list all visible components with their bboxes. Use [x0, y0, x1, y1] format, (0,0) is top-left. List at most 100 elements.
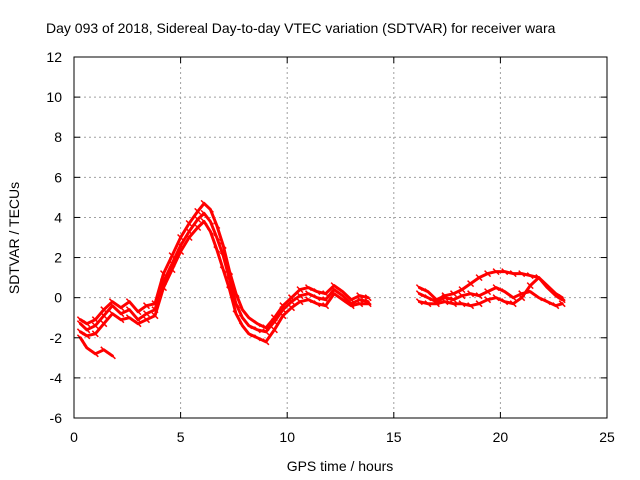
data-point: [125, 298, 133, 306]
data-point: [200, 209, 208, 217]
data-point: [159, 270, 168, 278]
data-point: [526, 282, 534, 290]
data-point: [185, 219, 193, 228]
data-point: [206, 217, 214, 226]
data-point: [134, 308, 142, 316]
data-point: [492, 294, 500, 302]
data-point: [232, 290, 240, 298]
data-point: [206, 227, 214, 236]
x-tick-label: 25: [599, 429, 615, 445]
series-trace-2: [76, 199, 372, 332]
data-point: [91, 330, 99, 338]
data-point: [194, 223, 202, 232]
y-tick-label: 10: [46, 89, 62, 105]
data-point: [142, 310, 151, 318]
data-point: [108, 310, 116, 318]
data-point: [100, 346, 108, 354]
data-point: [458, 286, 466, 294]
data-point: [168, 252, 176, 260]
data-point: [313, 288, 321, 296]
data-point: [270, 326, 278, 334]
data-point: [91, 316, 99, 324]
data-point: [177, 233, 185, 242]
data-point: [226, 286, 234, 294]
data-point: [219, 266, 227, 274]
data-point: [262, 324, 270, 332]
data-point: [108, 352, 116, 360]
data-point: [339, 296, 347, 304]
data-point: [501, 268, 509, 276]
data-point: [543, 284, 551, 292]
data-point: [475, 300, 483, 308]
data-point: [125, 314, 133, 322]
data-point: [330, 290, 338, 298]
data-point: [200, 199, 208, 207]
data-point: [552, 302, 560, 310]
y-tick-label: -6: [50, 410, 63, 426]
data-point: [484, 296, 492, 304]
data-point: [287, 294, 296, 302]
data-point: [304, 290, 313, 298]
data-point: [509, 300, 517, 308]
x-tick-label: 20: [493, 429, 509, 445]
data-point: [279, 302, 287, 310]
data-point: [76, 316, 84, 324]
data-point: [287, 304, 296, 312]
data-point: [213, 233, 221, 242]
data-point: [347, 296, 355, 304]
data-point: [518, 270, 526, 278]
data-point: [484, 288, 492, 296]
data-point: [219, 241, 227, 250]
data-point: [83, 320, 91, 328]
data-point: [415, 298, 423, 306]
data-point: [535, 274, 543, 282]
data-point: [159, 284, 168, 292]
x-axis-label: GPS time / hours: [287, 458, 394, 474]
data-point: [238, 322, 246, 330]
y-tick-label: 0: [54, 290, 62, 306]
data-point: [535, 294, 543, 302]
data-point: [83, 344, 91, 352]
series-trace-7: [415, 284, 566, 310]
data-point: [270, 314, 278, 322]
data-point: [304, 284, 313, 292]
data-point: [83, 332, 91, 340]
data-point: [364, 300, 372, 308]
data-point: [424, 288, 432, 296]
data-point: [279, 312, 287, 320]
data-point: [304, 296, 313, 304]
data-point: [108, 298, 116, 306]
data-point: [117, 310, 125, 318]
data-point: [117, 304, 125, 312]
y-tick-label: 8: [54, 129, 62, 145]
data-point: [91, 350, 99, 358]
data-point: [76, 320, 84, 328]
data-point: [501, 298, 509, 306]
data-point: [526, 272, 534, 280]
data-point: [449, 300, 458, 308]
data-point: [458, 292, 466, 300]
x-tick-label: 5: [177, 429, 185, 445]
data-point: [356, 292, 364, 300]
y-axis-label-group: SDTVAR / TECUs: [6, 182, 22, 294]
data-point: [475, 274, 483, 282]
data-point: [213, 221, 221, 230]
y-tick-label: -2: [50, 330, 63, 346]
data-point: [168, 266, 176, 274]
data-point: [432, 298, 440, 306]
data-point: [526, 288, 534, 296]
data-point: [339, 288, 347, 296]
series-trace-3: [76, 217, 372, 346]
data-point: [356, 300, 364, 308]
data-point: [552, 292, 560, 300]
data-point: [467, 302, 475, 310]
data-point: [484, 270, 492, 278]
data-point: [296, 292, 304, 300]
data-point: [245, 314, 253, 322]
data-point: [467, 280, 475, 288]
series-trace-4: [76, 334, 116, 360]
data-point: [200, 217, 208, 226]
data-point: [449, 296, 458, 304]
data-point: [262, 338, 270, 346]
